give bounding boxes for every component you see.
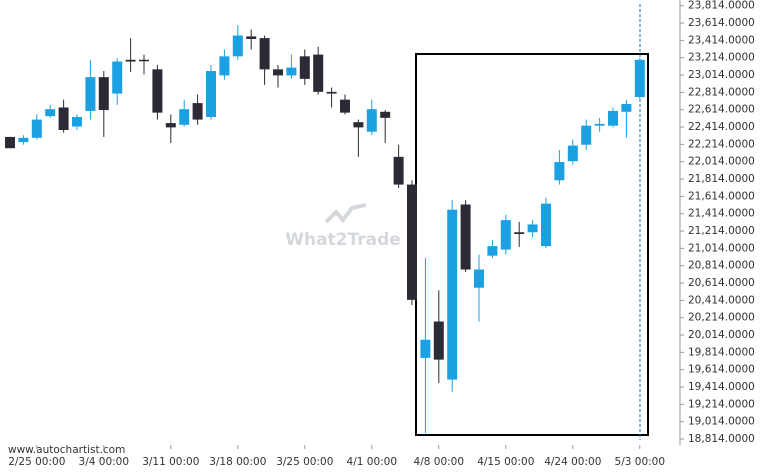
x-tick-label: 3/25 00:00 — [276, 456, 333, 468]
watermark-text: What2Trade — [285, 230, 401, 250]
candle-body — [541, 203, 551, 247]
x-tick-label: 4/1 00:00 — [347, 456, 398, 468]
candle-body — [125, 59, 136, 62]
y-tick-label: 19,214.0000 — [688, 398, 755, 410]
candle-body — [420, 339, 431, 358]
candle-body — [433, 321, 444, 360]
candle-body — [179, 109, 190, 125]
watermark-icon — [324, 203, 367, 224]
candle-body — [58, 107, 69, 130]
x-tick-label: 4/24 00:00 — [544, 456, 601, 468]
y-tick-label: 20,814.0000 — [688, 260, 755, 272]
candle-body — [112, 61, 123, 94]
x-tick-label: 3/11 00:00 — [142, 456, 199, 468]
candle-body — [45, 109, 56, 117]
candle-body — [192, 103, 203, 120]
candle-body — [219, 56, 230, 76]
y-tick-label: 23,414.0000 — [688, 34, 755, 46]
y-tick-label: 21,614.0000 — [688, 190, 755, 202]
y-tick-label: 20,214.0000 — [688, 312, 755, 324]
x-tick-label: 3/4 00:00 — [79, 456, 130, 468]
candle-body — [18, 137, 29, 143]
candle-body — [621, 103, 632, 112]
candle-body — [259, 38, 270, 70]
y-tick-label: 23,814.0000 — [688, 0, 755, 12]
y-tick-label: 20,014.0000 — [688, 329, 755, 341]
y-tick-label: 19,614.0000 — [688, 364, 755, 376]
candle-body — [393, 156, 404, 185]
candle-body — [326, 91, 337, 94]
y-tick-label: 21,214.0000 — [688, 225, 755, 237]
candle-body — [474, 269, 484, 288]
candle-body — [407, 184, 417, 300]
candle-body — [514, 232, 525, 234]
x-tick-label: 5/3 00:00 — [615, 456, 666, 468]
candle-body — [634, 59, 645, 98]
candle-body — [299, 56, 310, 79]
candle-body — [139, 59, 149, 62]
y-tick-label: 21,814.0000 — [688, 173, 755, 185]
candle-body — [273, 69, 283, 76]
candle-body — [554, 162, 565, 181]
candle-body — [98, 77, 109, 111]
candle-body — [313, 54, 324, 92]
candle-body — [447, 209, 458, 380]
candle-body — [581, 125, 592, 145]
y-tick-label: 23,014.0000 — [688, 69, 755, 81]
candle-body — [594, 123, 605, 126]
y-tick-label: 23,214.0000 — [688, 52, 755, 64]
y-tick-label: 18,814.0000 — [688, 433, 755, 445]
y-tick-label: 22,014.0000 — [688, 156, 755, 168]
y-tick-label: 19,414.0000 — [688, 381, 755, 393]
y-tick-label: 21,414.0000 — [688, 208, 755, 220]
candle-body — [206, 71, 216, 117]
candle-body — [380, 111, 391, 118]
candle-body — [366, 109, 377, 132]
x-tick-label: 4/15 00:00 — [477, 456, 534, 468]
candle-body — [500, 220, 511, 250]
candle-body — [340, 99, 350, 113]
candle-body — [487, 246, 498, 256]
y-tick-label: 19,014.0000 — [688, 416, 755, 428]
candle-body — [353, 122, 364, 128]
x-tick-label: 2/25 00:00 — [8, 456, 65, 468]
y-tick-label: 22,614.0000 — [688, 104, 755, 116]
x-tick-label: 3/18 00:00 — [209, 456, 266, 468]
candle-body — [232, 35, 243, 57]
candle-body — [31, 119, 42, 138]
y-tick-label: 21,014.0000 — [688, 242, 755, 254]
y-tick-label: 20,414.0000 — [688, 294, 755, 306]
candle-body — [567, 145, 578, 162]
y-tick-label: 22,814.0000 — [688, 86, 755, 98]
y-tick-label: 23,614.0000 — [688, 17, 755, 29]
candle-body — [608, 110, 618, 126]
candle-body — [5, 136, 15, 149]
watermark: What2Trade — [285, 203, 401, 250]
x-tick-label: 4/8 00:00 — [414, 456, 465, 468]
candle-body — [527, 224, 538, 233]
y-tick-label: 22,214.0000 — [688, 138, 755, 150]
y-tick-label: 19,814.0000 — [688, 346, 755, 358]
source-text: www.autochartist.com — [8, 444, 125, 456]
candle-body — [460, 204, 471, 270]
candle-body — [85, 77, 96, 111]
y-tick-label: 20,614.0000 — [688, 277, 755, 289]
candle-body — [165, 123, 176, 128]
candle-body — [152, 69, 163, 113]
y-tick-label: 22,414.0000 — [688, 121, 755, 133]
candle-body — [286, 67, 297, 76]
candle-body — [72, 116, 82, 127]
candle-body — [246, 36, 257, 39]
